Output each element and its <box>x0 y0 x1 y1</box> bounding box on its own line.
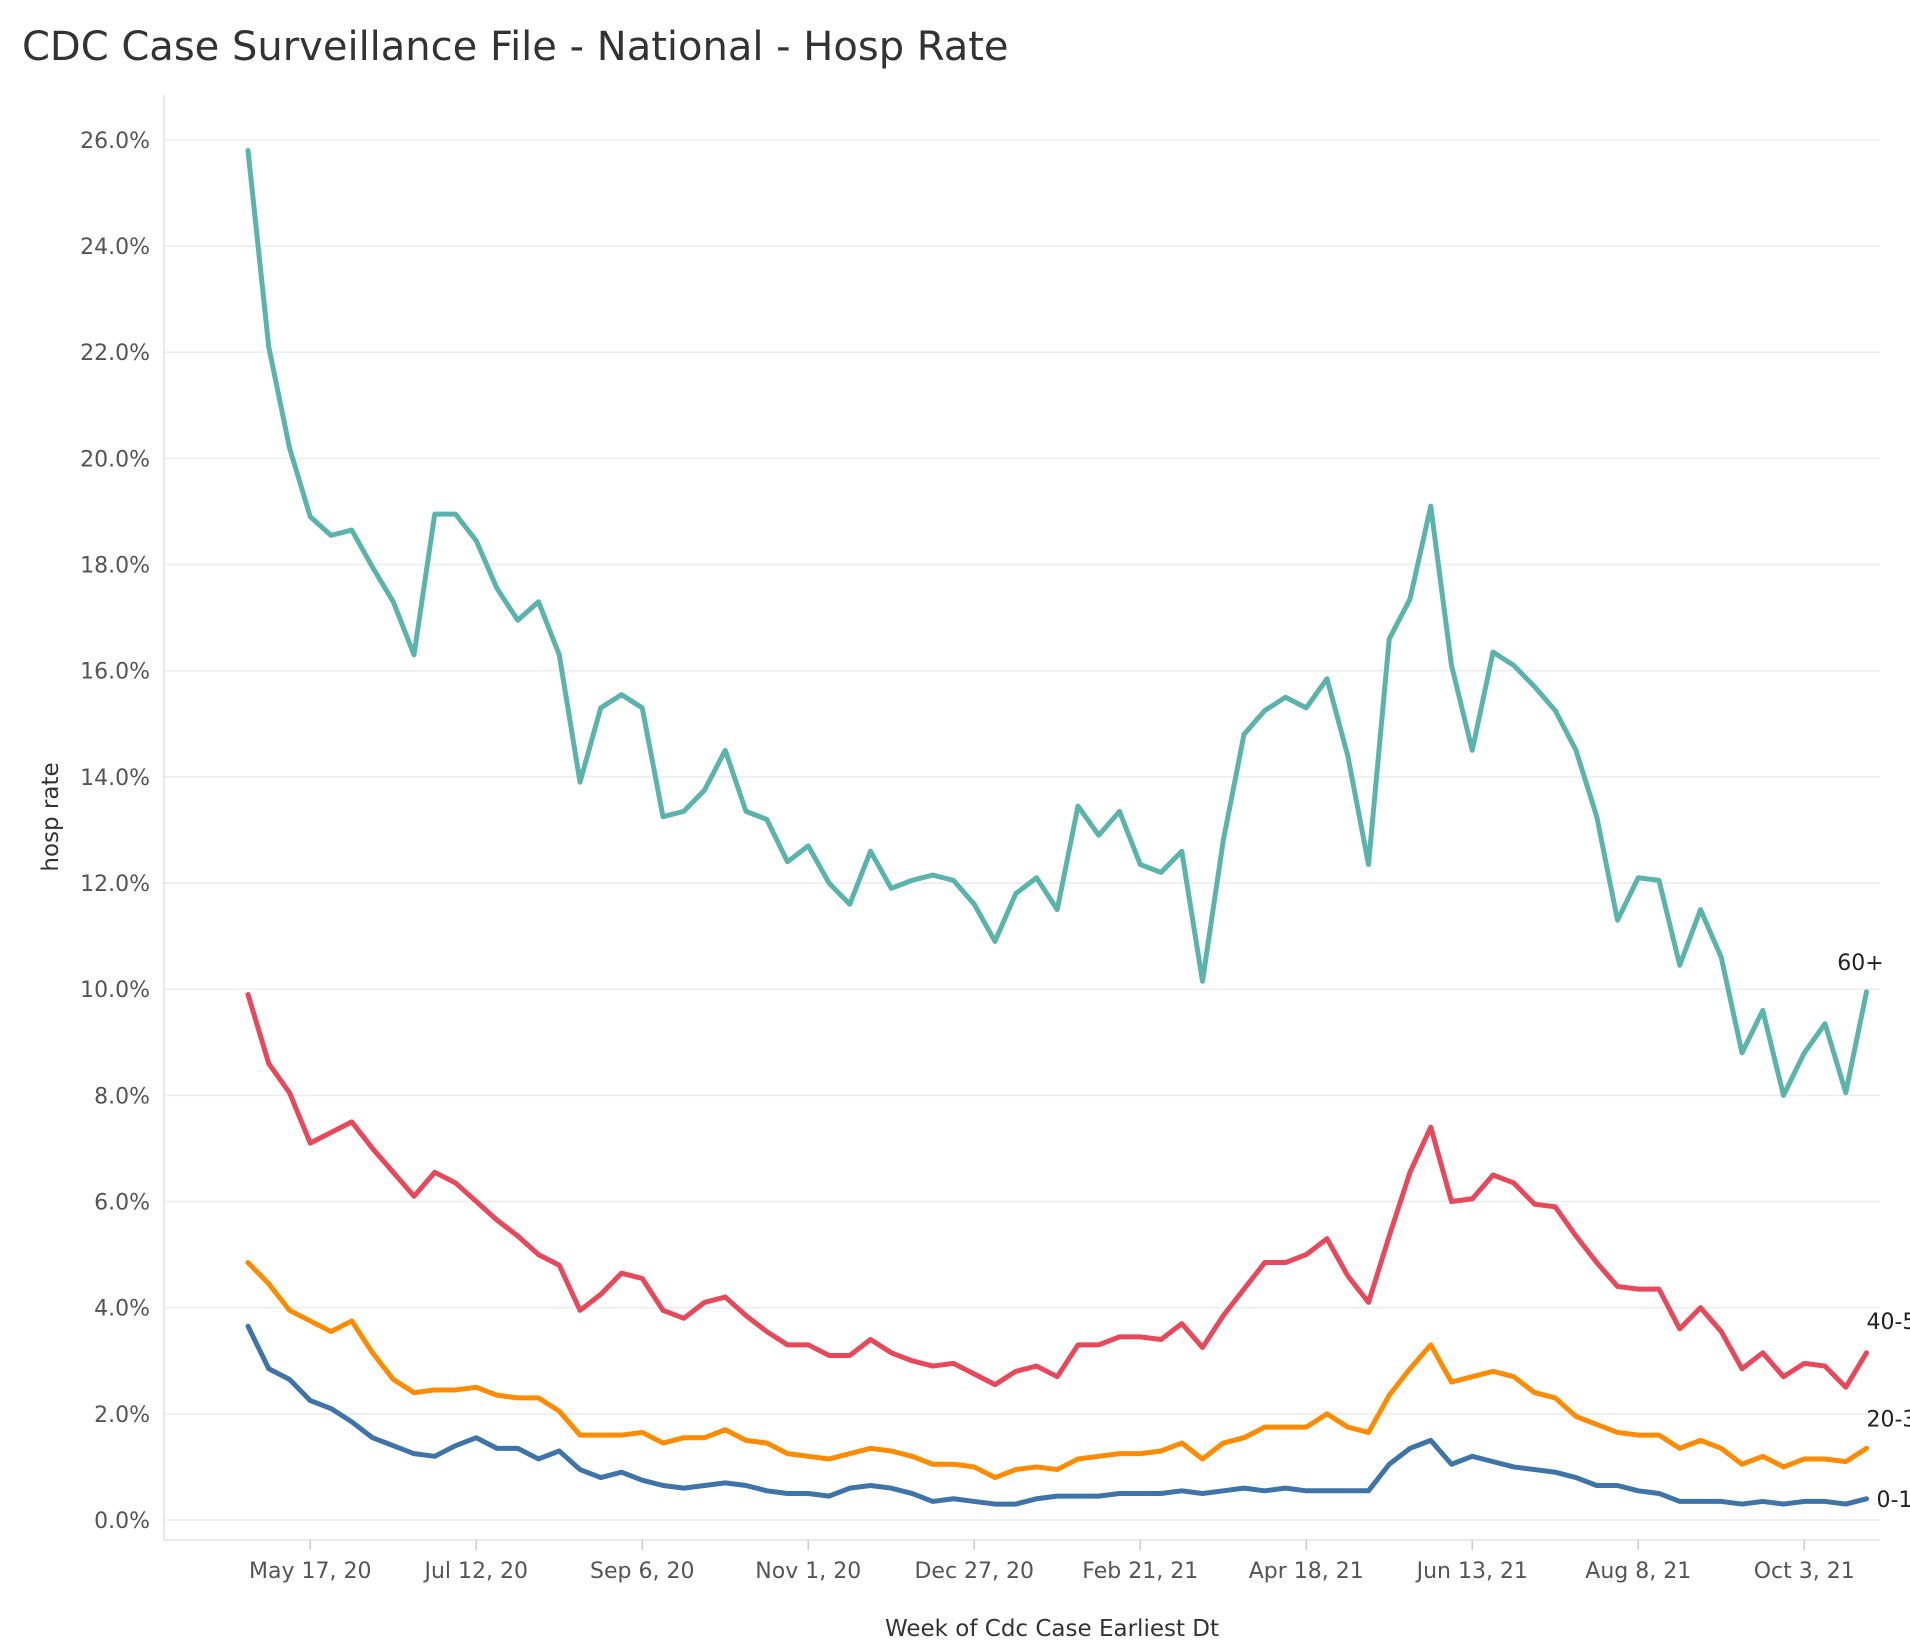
series-line-20-39 <box>245 1260 1869 1481</box>
y-tick-label: 10.0% <box>80 978 150 1003</box>
y-tick-label: 4.0% <box>94 1297 150 1322</box>
x-axis-title: Week of Cdc Case Earliest Dt <box>885 1616 1219 1642</box>
y-tick-label: 2.0% <box>94 1403 150 1428</box>
y-axis-ticks: 0.0% 2.0% 4.0% 6.0% 8.0% 10.0% 12.0% 14.0% 16.0%… <box>80 129 150 1534</box>
y-tick-label: 0.0% <box>94 1509 150 1534</box>
y-tick-label: 20.0% <box>80 447 150 472</box>
y-tick-label: 8.0% <box>94 1084 150 1109</box>
y-tick-label: 16.0% <box>80 660 150 685</box>
x-tick-label: Sep 6, 20 <box>590 1559 694 1584</box>
series-labels: 60+ 40-59 20-39 0-19 <box>1837 951 1910 1513</box>
y-tick-label: 24.0% <box>80 235 150 260</box>
axes <box>163 95 1880 1541</box>
chart-title: CDC Case Surveillance File - National - … <box>22 24 1009 70</box>
x-tick-label: Aug 8, 21 <box>1585 1559 1691 1584</box>
series-line-60+ <box>245 148 1869 1098</box>
x-tick-label: Feb 21, 21 <box>1082 1559 1198 1584</box>
series-label-40-59: 40-59 <box>1867 1310 1910 1335</box>
y-tick-label: 18.0% <box>80 554 150 579</box>
y-tick-label: 12.0% <box>80 872 150 897</box>
series-line-40-59 <box>245 992 1869 1390</box>
x-axis-ticks: May 17, 20 Jul 12, 20 Sep 6, 20 Nov 1, 20 De… <box>249 1540 1855 1584</box>
y-tick-label: 22.0% <box>80 341 150 366</box>
series-label-20-39: 20-39 <box>1867 1407 1910 1432</box>
series-label-0-19: 0-19 <box>1877 1488 1910 1513</box>
series-label-60+: 60+ <box>1837 951 1883 976</box>
x-tick-label: Dec 27, 20 <box>914 1559 1034 1584</box>
series-line-0-19 <box>245 1323 1869 1507</box>
x-tick-label: Apr 18, 21 <box>1249 1559 1364 1584</box>
y-axis-title: hosp rate <box>38 762 64 871</box>
x-tick-label: Oct 3, 21 <box>1754 1559 1855 1584</box>
y-tick-label: 6.0% <box>94 1191 150 1216</box>
y-tick-label: 26.0% <box>80 129 150 154</box>
x-tick-label: Jun 13, 21 <box>1415 1559 1528 1584</box>
x-tick-label: Jul 12, 20 <box>422 1559 528 1584</box>
y-tick-label: 14.0% <box>80 766 150 791</box>
series-lines <box>245 148 1869 1507</box>
x-tick-label: May 17, 20 <box>249 1559 371 1584</box>
x-tick-label: Nov 1, 20 <box>755 1559 861 1584</box>
gridlines <box>164 139 1880 1521</box>
